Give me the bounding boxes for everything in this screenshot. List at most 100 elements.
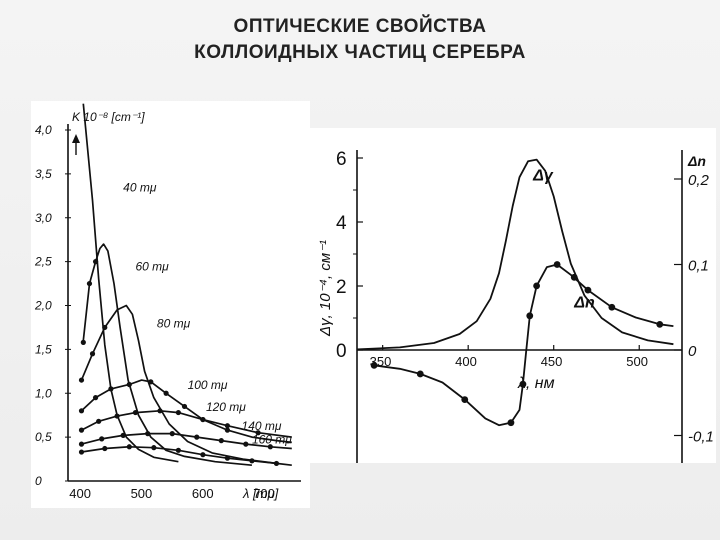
series-line-delta-n	[373, 263, 674, 427]
x-tick-label: 700	[253, 486, 275, 501]
data-point	[92, 395, 99, 401]
data-point	[255, 430, 261, 436]
data-point	[145, 431, 151, 437]
data-point	[273, 460, 280, 467]
data-point	[108, 386, 114, 392]
data-point	[96, 418, 102, 424]
data-point	[570, 273, 578, 281]
series-label: 40 mμ	[123, 180, 157, 194]
series-label: 100 mμ	[188, 378, 228, 392]
series-label: 140 mμ	[242, 419, 282, 433]
y-tick-label: 2,0	[34, 299, 52, 313]
y-tick-label: 0	[35, 474, 42, 488]
data-point	[89, 351, 96, 357]
data-point	[92, 259, 99, 265]
data-point	[507, 419, 515, 427]
data-point	[78, 427, 85, 433]
data-point	[533, 282, 541, 290]
data-point	[656, 320, 664, 328]
left-tick-label: 4	[336, 213, 347, 234]
series-line-80mμ	[80, 304, 277, 465]
x-tick-label: 400	[455, 354, 477, 369]
data-point	[169, 431, 175, 437]
y-tick-label: 2,5	[34, 255, 52, 269]
data-point	[114, 413, 120, 419]
data-point	[126, 444, 132, 450]
data-point	[80, 339, 86, 345]
dichroism-chart-panel: 6 4 2 0 0,2 0,1 0 -0,1 Δn Δγ, 10⁻⁴, см⁻¹ 350 400 450…	[310, 128, 716, 463]
series-line-140mμ	[81, 432, 292, 450]
right-tick-label: 0	[688, 343, 697, 360]
y-tick-label: 1,5	[35, 342, 52, 356]
data-point	[86, 280, 93, 287]
left-tick-label: 0	[336, 341, 347, 362]
series-line-40mμ	[82, 103, 179, 463]
series-label: 80 mμ	[157, 316, 191, 330]
data-point	[148, 379, 154, 385]
data-point	[78, 449, 85, 455]
slide-title-line-2: КОЛЛОИДНЫХ ЧАСТИЦ СЕРЕБРА	[194, 42, 526, 63]
y-tick-label: 3,5	[35, 167, 52, 181]
data-point	[553, 261, 561, 268]
x-tick-label: 600	[192, 486, 214, 501]
y-tick-label: 4,0	[35, 123, 52, 137]
left-tick-label: 2	[336, 277, 347, 298]
data-point	[243, 441, 249, 447]
series-label: 120 mμ	[206, 400, 246, 414]
data-point	[461, 396, 469, 403]
series-label: Δγ	[532, 167, 554, 184]
data-point	[102, 324, 108, 331]
data-point	[224, 455, 231, 461]
data-point	[132, 409, 139, 416]
x-axis-label: λ, нм	[517, 375, 555, 392]
data-point	[200, 416, 206, 423]
series-line-120mμ	[81, 409, 292, 438]
right-tick-label: 0,1	[688, 258, 709, 275]
series-line-delta-gamma	[356, 158, 674, 351]
data-point	[78, 377, 85, 383]
slide-title: ОПТИЧЕСКИЕ СВОЙСТВА КОЛЛОИДНЫХ ЧАСТИЦ СЕ…	[0, 14, 720, 66]
data-point	[608, 303, 616, 311]
data-point	[78, 441, 85, 447]
data-point	[99, 436, 105, 442]
right-tick-label: -0,1	[688, 429, 714, 446]
data-point	[157, 408, 163, 414]
data-point	[175, 447, 181, 453]
data-point	[102, 445, 108, 452]
series-label: 60 mμ	[135, 259, 169, 273]
data-point	[519, 380, 527, 388]
x-axis-label: λ [mμ]	[242, 486, 279, 501]
extinction-chart-panel: K 10⁻⁸ [cm⁻¹] 4,0 3,5 3,0 2,5 2,0 1,5 1,0 0,5 0 40…	[31, 101, 310, 508]
data-point	[224, 423, 231, 429]
data-point	[181, 403, 188, 410]
data-point	[224, 427, 231, 433]
right-axis-label: Δn	[687, 153, 706, 169]
right-tick-label: 0,2	[688, 172, 710, 189]
data-point	[370, 361, 378, 369]
data-point	[218, 438, 224, 444]
data-point	[151, 445, 157, 451]
series-line-60mμ	[82, 243, 252, 467]
x-tick-label: 500	[626, 354, 648, 369]
data-point	[163, 390, 169, 396]
data-point	[267, 444, 273, 450]
data-point	[584, 286, 592, 294]
series-line-160mμ	[81, 445, 292, 467]
y-axis-arrow-head	[72, 134, 80, 143]
y-tick-label: 3,0	[35, 211, 52, 225]
y-tick-label: 0,5	[35, 430, 52, 444]
x-tick-label: 450	[541, 354, 563, 369]
left-tick-label: 6	[336, 149, 347, 170]
series-label: Δn	[573, 294, 595, 311]
data-point	[175, 409, 181, 416]
x-tick-label: 400	[69, 486, 91, 501]
data-point	[200, 452, 206, 458]
y-axis-label: K 10⁻⁸ [cm⁻¹]	[72, 110, 145, 124]
extinction-chart: K 10⁻⁸ [cm⁻¹] 4,0 3,5 3,0 2,5 2,0 1,5 1,0 0,5 0 40…	[34, 103, 301, 501]
data-point	[249, 458, 255, 464]
data-point	[78, 408, 85, 414]
data-point	[416, 370, 424, 378]
y-tick-label: 1,0	[35, 386, 52, 400]
left-axis-label: Δγ, 10⁻⁴, см⁻¹	[317, 240, 334, 337]
